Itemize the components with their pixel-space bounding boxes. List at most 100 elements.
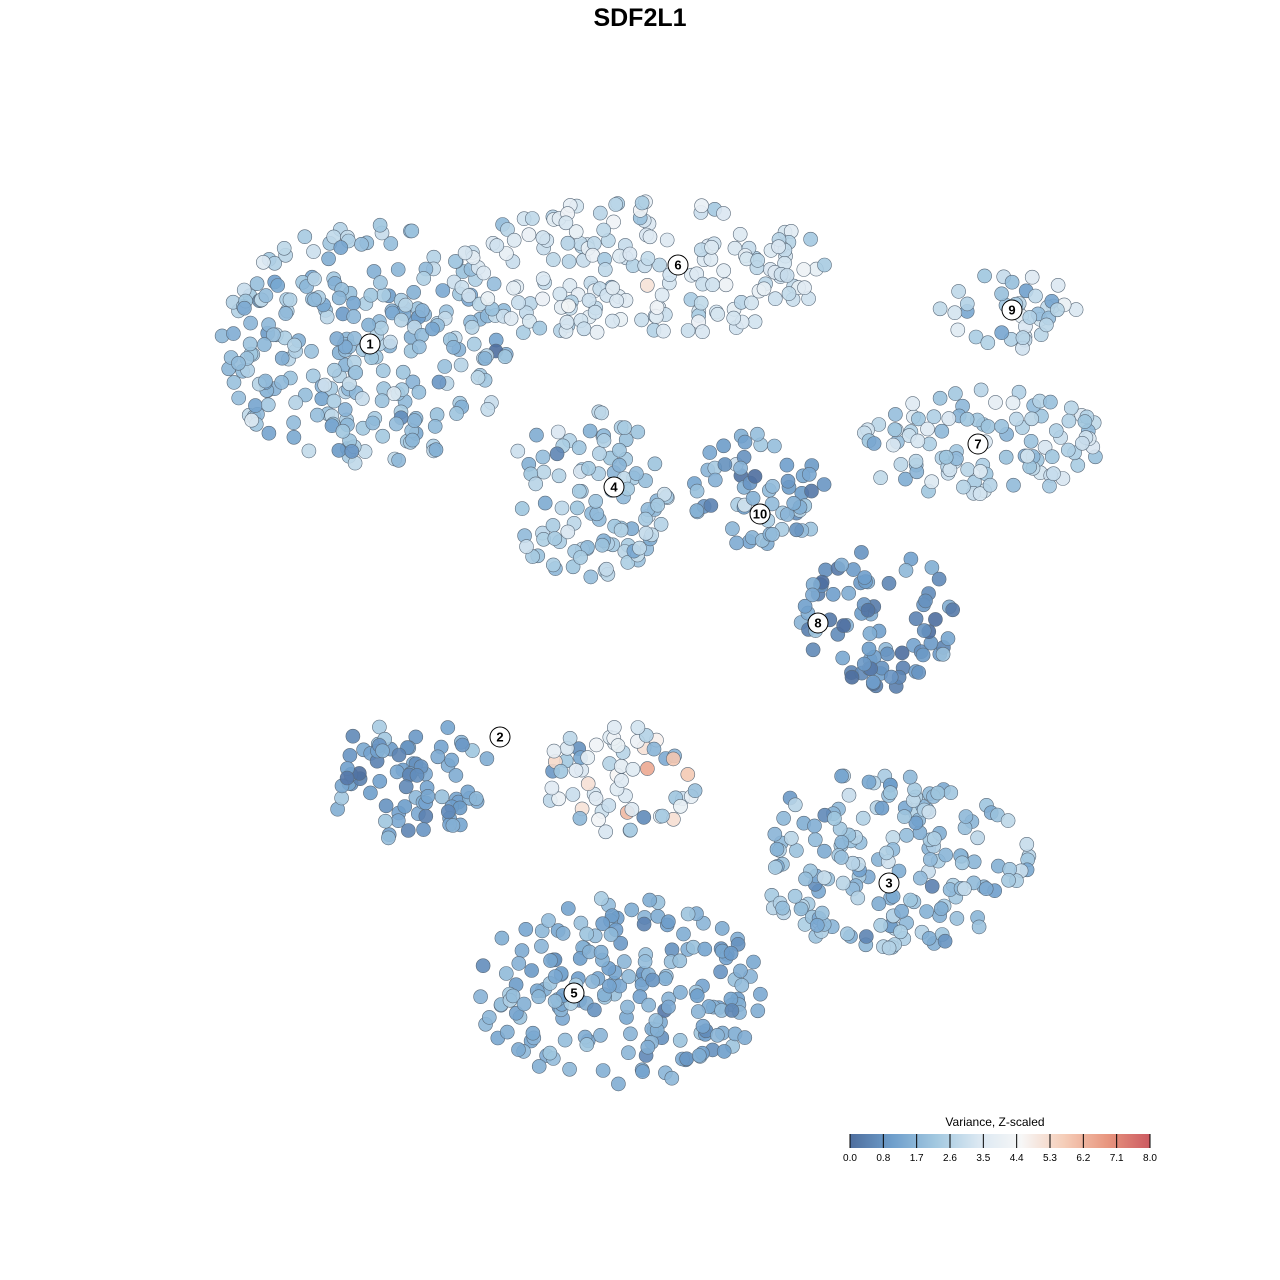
data-point [873,917,889,933]
data-point [910,433,926,449]
data-point [337,402,353,417]
data-point [1039,317,1054,333]
data-point [393,312,409,328]
data-point [767,291,783,307]
data-point [348,365,364,380]
data-point [733,963,748,979]
data-point [506,280,521,296]
data-point [769,841,785,857]
data-point [931,571,947,587]
data-point [744,295,759,311]
data-point [506,232,522,248]
data-point [524,963,539,978]
data-point [881,575,897,591]
data-point [783,830,799,846]
data-point [554,500,570,516]
data-point [449,406,464,421]
data-point [400,823,416,838]
cluster-label-9: 9 [1001,299,1023,321]
data-point [860,602,876,618]
data-point [551,468,567,484]
data-point [453,357,469,373]
data-point [640,1039,656,1055]
data-point [932,390,948,406]
data-point [562,278,578,293]
data-point [416,271,432,286]
data-point [632,540,647,556]
data-point [549,446,565,462]
data-point [779,457,795,473]
data-point [499,1024,515,1040]
data-point [287,337,302,353]
data-point [583,569,599,585]
data-point [950,322,966,338]
data-point [522,313,537,329]
data-point [786,495,802,511]
data-point [588,791,604,806]
data-point [594,405,609,421]
data-point [383,236,399,251]
data-point [500,222,515,237]
svg-text:10: 10 [753,507,767,522]
data-point [994,325,1010,341]
data-point [333,240,349,255]
data-point [1009,411,1024,427]
data-point [911,665,927,680]
data-point [656,323,671,339]
data-point [650,497,666,513]
data-point [998,449,1014,465]
data-point [256,337,272,352]
data-point [756,281,772,297]
data-point [446,339,461,355]
data-point [620,555,636,570]
data-point [883,669,899,685]
data-point [714,921,730,936]
data-point [595,916,611,932]
data-point [473,989,488,1005]
data-point [747,469,763,484]
svg-text:5: 5 [570,986,577,1001]
data-point [1075,435,1090,451]
data-point [408,729,424,745]
data-point [613,935,629,951]
data-point [587,1002,602,1018]
data-point [610,738,626,753]
data-point [1042,478,1057,494]
data-point [345,728,361,744]
data-point [943,785,959,801]
data-point [919,904,934,919]
cluster-label-8: 8 [807,612,829,634]
data-point [1006,477,1021,493]
data-point [536,464,552,480]
data-point [404,223,420,239]
data-point [585,974,600,989]
data-point [297,229,313,244]
data-point [372,773,388,789]
data-point [796,262,812,277]
data-point [329,331,345,347]
data-point [528,476,544,492]
data-point [664,1070,680,1086]
data-point [587,304,603,320]
data-point [827,811,842,826]
colorbar-tick-label: 5.3 [1043,1153,1057,1164]
data-point [606,720,622,735]
data-point [954,855,970,871]
data-point [378,813,393,829]
data-point [1024,411,1039,427]
data-point [639,277,655,293]
data-point [659,232,675,248]
data-point [834,557,849,573]
data-point [883,785,898,801]
data-point [314,391,330,407]
data-point [258,373,273,389]
data-point [354,391,370,406]
data-point [652,257,667,273]
data-point [390,262,406,277]
colorbar-tick-label: 7.1 [1110,1153,1124,1164]
data-point [592,205,608,221]
data-point [809,917,825,933]
data-point [560,524,576,540]
data-point [562,730,578,746]
data-point [673,798,688,814]
